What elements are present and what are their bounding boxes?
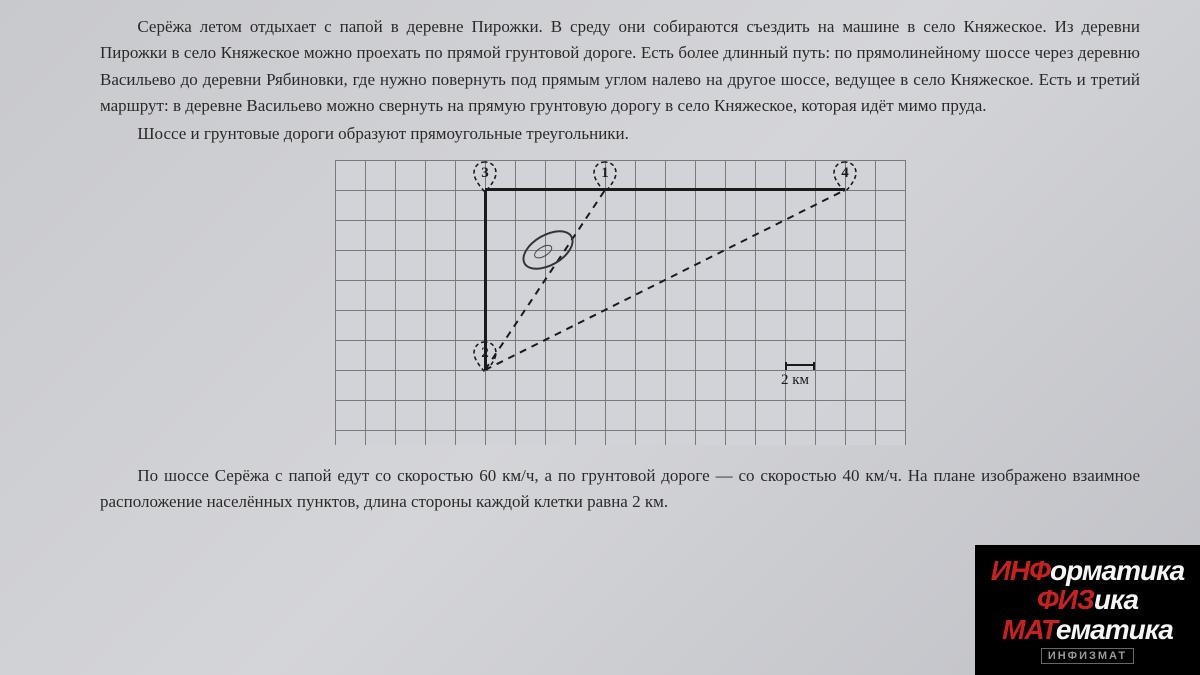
village-marker-2: 2 (471, 340, 499, 374)
diagram-container: 1 2 3 4 2 км (100, 160, 1140, 445)
paragraph-3: По шоссе Серёжа с папой едут со скорость… (100, 463, 1140, 516)
paragraph-1: Серёжа летом отдыхает с папой в деревне … (100, 14, 1140, 119)
pond (516, 222, 580, 278)
logo-line-informatics: ИНФорматика (991, 556, 1184, 585)
village-marker-4: 4 (831, 160, 859, 194)
map-diagram: 1 2 3 4 2 км (335, 160, 905, 445)
problem-text: Серёжа летом отдыхает с папой в деревне … (100, 14, 1140, 148)
village-marker-1: 1 (591, 160, 619, 194)
scale-label: 2 км (781, 372, 809, 389)
logo-line-physics: ФИЗика (1037, 585, 1138, 614)
problem-text-bottom: По шоссе Серёжа с папой едут со скорость… (100, 463, 1140, 516)
scale-bracket (785, 364, 815, 366)
logo-line-math: МАТематика (1002, 615, 1173, 644)
dirt-roads (335, 160, 905, 445)
paragraph-2: Шоссе и грунтовые дороги образуют прямоу… (100, 121, 1140, 147)
channel-logo: ИНФорматика ФИЗика МАТематика ИНФИЗМАТ (975, 545, 1200, 675)
highway-road (485, 188, 845, 191)
logo-footer: ИНФИЗМАТ (1041, 648, 1134, 664)
village-marker-3: 3 (471, 160, 499, 194)
